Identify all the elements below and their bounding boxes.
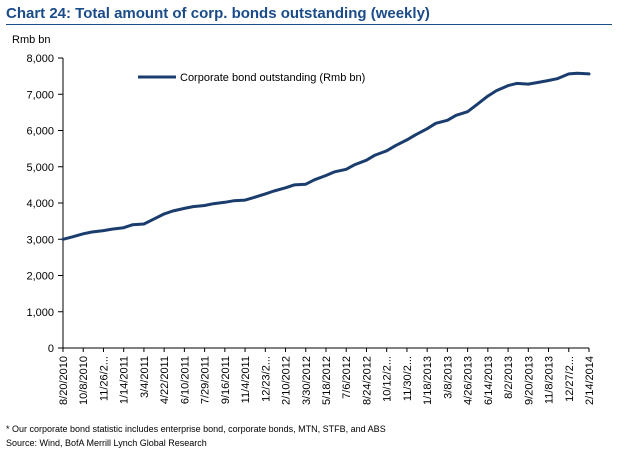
legend-label: Corporate bond outstanding (Rmb bn) [180,72,365,84]
x-tick-label: 7/29/2011 [200,356,212,404]
y-tick-label: 4,000 [26,198,54,210]
line-chart: Rmb bn 0 1,000 2,000 3,000 4,000 5,000 6,000 7,… [12,34,596,405]
chart-footnote: * Our corporate bond statistic includes … [6,424,386,434]
chart-title: Chart 24: Total amount of corp. bonds ou… [6,5,430,22]
series-line [61,71,591,241]
x-tick-label: 6/14/2013 [483,356,495,405]
y-tick-label: 1,000 [26,307,54,319]
x-tick-label: 8/20/2010 [58,356,70,405]
x-tick-label: 8/2/2013 [503,356,515,399]
x-tick-label: 9/16/2011 [220,356,232,404]
x-tick-label: 10/12/2... [382,356,394,402]
x-tick-label: 2/10/2012 [281,356,293,405]
x-tick-label: 3/8/2013 [442,356,454,399]
x-tick-label: 6/10/2011 [179,356,191,404]
x-tick-label: 12/23/2... [260,356,272,402]
y-tick-label: 3,000 [26,234,54,246]
x-tick-label: 9/20/2013 [523,356,535,405]
x-tick-label: 2/14/2014 [584,356,596,405]
x-tick-label: 4/22/2011 [159,356,171,404]
x-tick-label: 10/8/2010 [78,356,90,405]
x-tick-label: 11/26/2... [98,356,110,401]
y-tick-label: 0 [48,343,54,355]
x-tick-label: 3/30/2012 [301,356,313,405]
x-tick-label: 11/4/2011 [240,356,252,403]
x-axis: 8/20/2010 10/8/2010 11/26/2... 1/14/2011 3/4… [58,347,596,405]
y-axis: 0 1,000 2,000 3,000 4,000 5,000 6,000 7,000 8,00… [26,53,64,355]
y-tick-label: 6,000 [26,126,54,138]
y-tick-label: 8,000 [26,53,54,65]
x-tick-label: 1/18/2013 [422,356,434,405]
x-tick-label: 8/24/2012 [361,356,373,405]
x-tick-label: 12/27/2... [564,356,576,402]
x-tick-label: 11/30/2... [402,356,414,401]
x-tick-label: 5/18/2012 [321,356,333,405]
chart-source: Source: Wind, BofA Merrill Lynch Global … [6,438,207,448]
title-divider [6,24,612,25]
x-tick-label: 3/4/2011 [139,356,151,398]
x-tick-label: 11/8/2013 [544,356,556,404]
y-axis-label: Rmb bn [12,34,51,46]
series-group [61,71,591,241]
x-tick-label: 1/14/2011 [119,356,131,404]
x-tick-label: 7/6/2012 [341,356,353,399]
y-tick-label: 7,000 [26,89,54,101]
y-tick-label: 2,000 [26,271,54,283]
y-tick-label: 5,000 [26,162,54,174]
legend: Corporate bond outstanding (Rmb bn) [138,72,365,84]
x-tick-label: 4/26/2013 [463,356,475,405]
